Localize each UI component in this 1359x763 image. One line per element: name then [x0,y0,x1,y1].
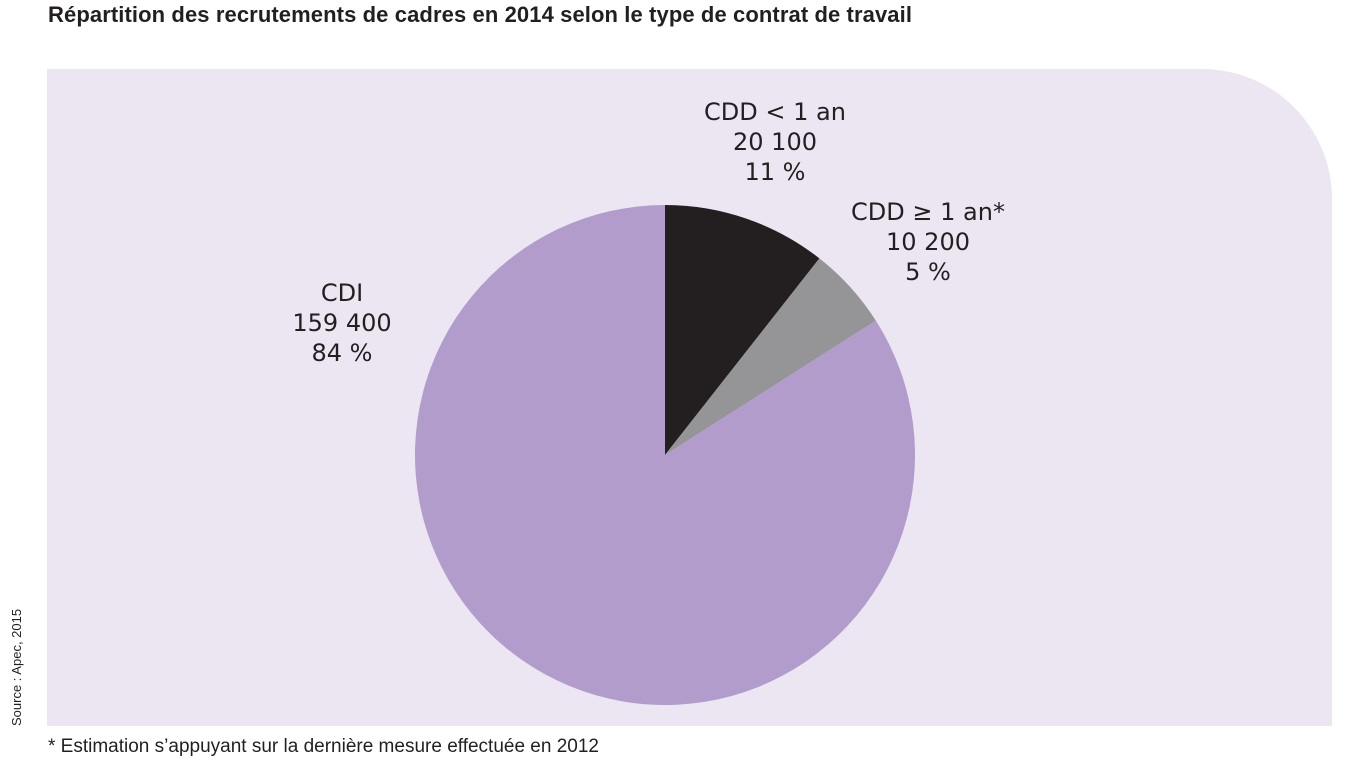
pie-slices [414,205,915,706]
slice-label-value: 10 200 [886,228,970,256]
pie-slice-2 [665,258,876,455]
slice-label-name: CDI [321,279,363,307]
slice-label-percent: 11 % [745,158,806,186]
pie-slice-1 [665,205,820,455]
slice-label-name: CDD ≥ 1 an* [851,198,1005,226]
chart-title: Répartition des recrutements de cadres e… [48,2,913,27]
pie-slice-3 [414,205,915,706]
slice-label-percent: 5 % [905,258,951,286]
slice-label-value: 159 400 [292,309,391,337]
footnote: * Estimation s’appuyant sur la dernière … [48,736,599,757]
slice-label-percent: 84 % [312,339,373,367]
slice-label-value: 20 100 [733,128,817,156]
slice-label-name: CDD < 1 an [704,98,846,126]
source-note: Source : Apec, 2015 [9,608,24,726]
